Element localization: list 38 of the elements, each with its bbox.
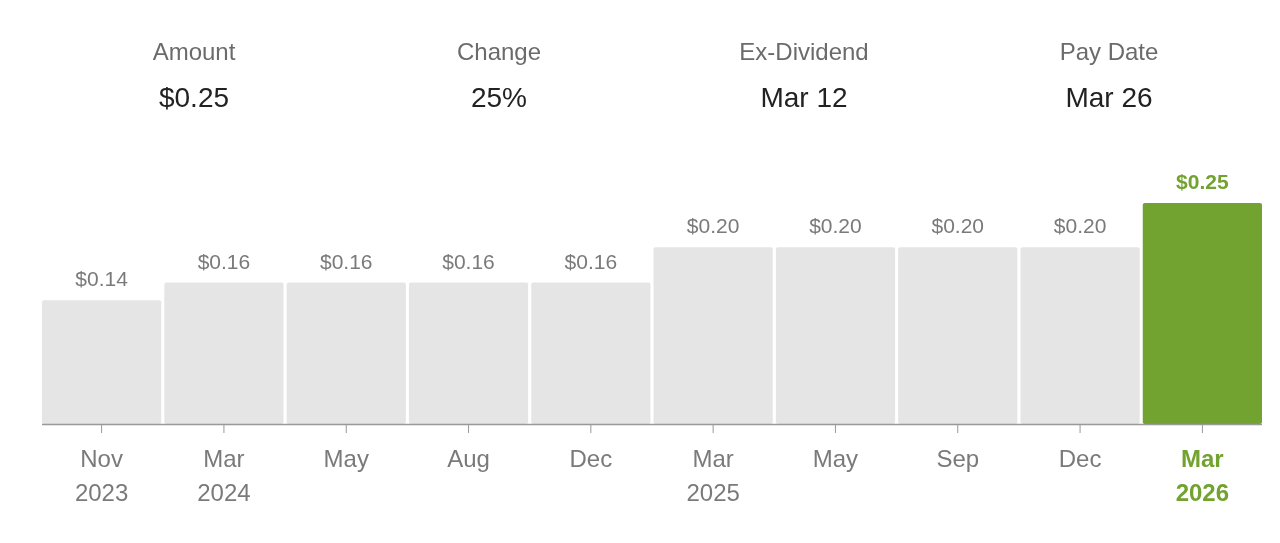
x-tick-label: May (323, 445, 369, 472)
text: Change (456, 38, 542, 65)
data-label: $0.14 (75, 267, 129, 291)
x-tick-label: Aug (447, 445, 490, 472)
data-label: $0.16 (564, 249, 618, 273)
text: Pay Date (1059, 38, 1159, 65)
bar (898, 247, 1018, 424)
x-tick-label: Dec (1058, 445, 1102, 472)
data-label: $0.16 (319, 249, 373, 273)
x-tick-label: Mar 2025 (686, 445, 740, 506)
text: Ex-Dividend (739, 38, 869, 65)
bar (42, 300, 162, 424)
data-label: $0.25 (1176, 170, 1229, 193)
text: Amount (152, 38, 236, 65)
x-tick-label: Nov 2023 (74, 445, 129, 506)
data-label: $0.20 (1053, 214, 1107, 238)
bar (164, 282, 284, 424)
text: 25% (470, 82, 528, 113)
x-tick-label: Mar 2026 (1175, 445, 1230, 506)
data-label: $0.20 (809, 214, 862, 238)
data-label: $0.16 (197, 249, 251, 273)
bar (1020, 247, 1140, 424)
text: $0.25 (158, 82, 230, 113)
bar (286, 282, 406, 424)
text: Mar 12 (760, 82, 848, 113)
bar (531, 282, 651, 424)
bar (775, 247, 896, 424)
bar (1142, 203, 1262, 424)
x-tick-label: May (812, 445, 859, 472)
text: Mar 26 (1065, 82, 1153, 113)
data-label: $0.20 (931, 214, 985, 238)
data-label: $0.16 (442, 249, 495, 273)
x-tick-label: Dec (569, 445, 613, 472)
bar (408, 282, 529, 424)
data-label: $0.20 (686, 214, 740, 238)
x-tick-label: Mar 2024 (197, 445, 251, 506)
bar (653, 247, 773, 424)
x-tick-label: Sep (936, 445, 980, 472)
